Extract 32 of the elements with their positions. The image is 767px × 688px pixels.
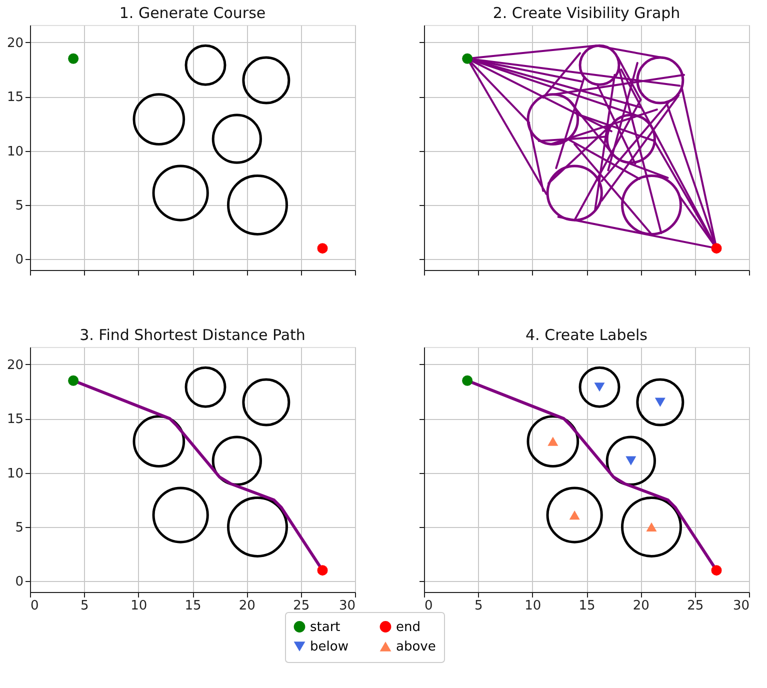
y-tick-label: 20: [6, 36, 24, 51]
x-tick-label: 5: [80, 598, 89, 614]
x-tick-label: 25: [293, 598, 310, 614]
legend-label: end: [396, 620, 420, 635]
y-tick-label: 15: [6, 412, 24, 428]
y-tick-label: 0: [15, 252, 24, 268]
legend-label: above: [396, 640, 436, 654]
y-tick-label: 10: [6, 144, 24, 160]
chart-title: 2. Create Visibility Graph: [492, 4, 680, 22]
x-tick-label: 25: [687, 598, 704, 614]
x-tick-label: 30: [338, 598, 356, 614]
legend-label: start: [310, 620, 340, 635]
x-tick-label: 0: [30, 598, 39, 614]
x-tick-label: 20: [238, 598, 256, 614]
x-tick-label: 10: [130, 598, 148, 614]
x-tick-label: 5: [474, 598, 483, 614]
x-tick-label: 15: [578, 598, 596, 614]
y-tick-label: 20: [6, 358, 24, 373]
x-tick-label: 10: [524, 598, 542, 614]
x-tick-label: 15: [184, 598, 202, 614]
legend-label: below: [310, 640, 349, 654]
y-tick-label: 10: [6, 466, 24, 482]
x-tick-label: 30: [732, 598, 750, 614]
y-tick-label: 5: [15, 520, 24, 536]
x-tick-label: 20: [632, 598, 650, 614]
chart-title: 1. Generate Course: [119, 4, 266, 22]
y-tick-label: 15: [6, 90, 24, 106]
chart-title: 4. Create Labels: [526, 326, 648, 344]
x-tick-label: 0: [424, 598, 433, 614]
chart-title: 3. Find Shortest Distance Path: [80, 326, 306, 344]
y-tick-label: 0: [15, 574, 24, 590]
y-tick-label: 5: [15, 198, 24, 214]
